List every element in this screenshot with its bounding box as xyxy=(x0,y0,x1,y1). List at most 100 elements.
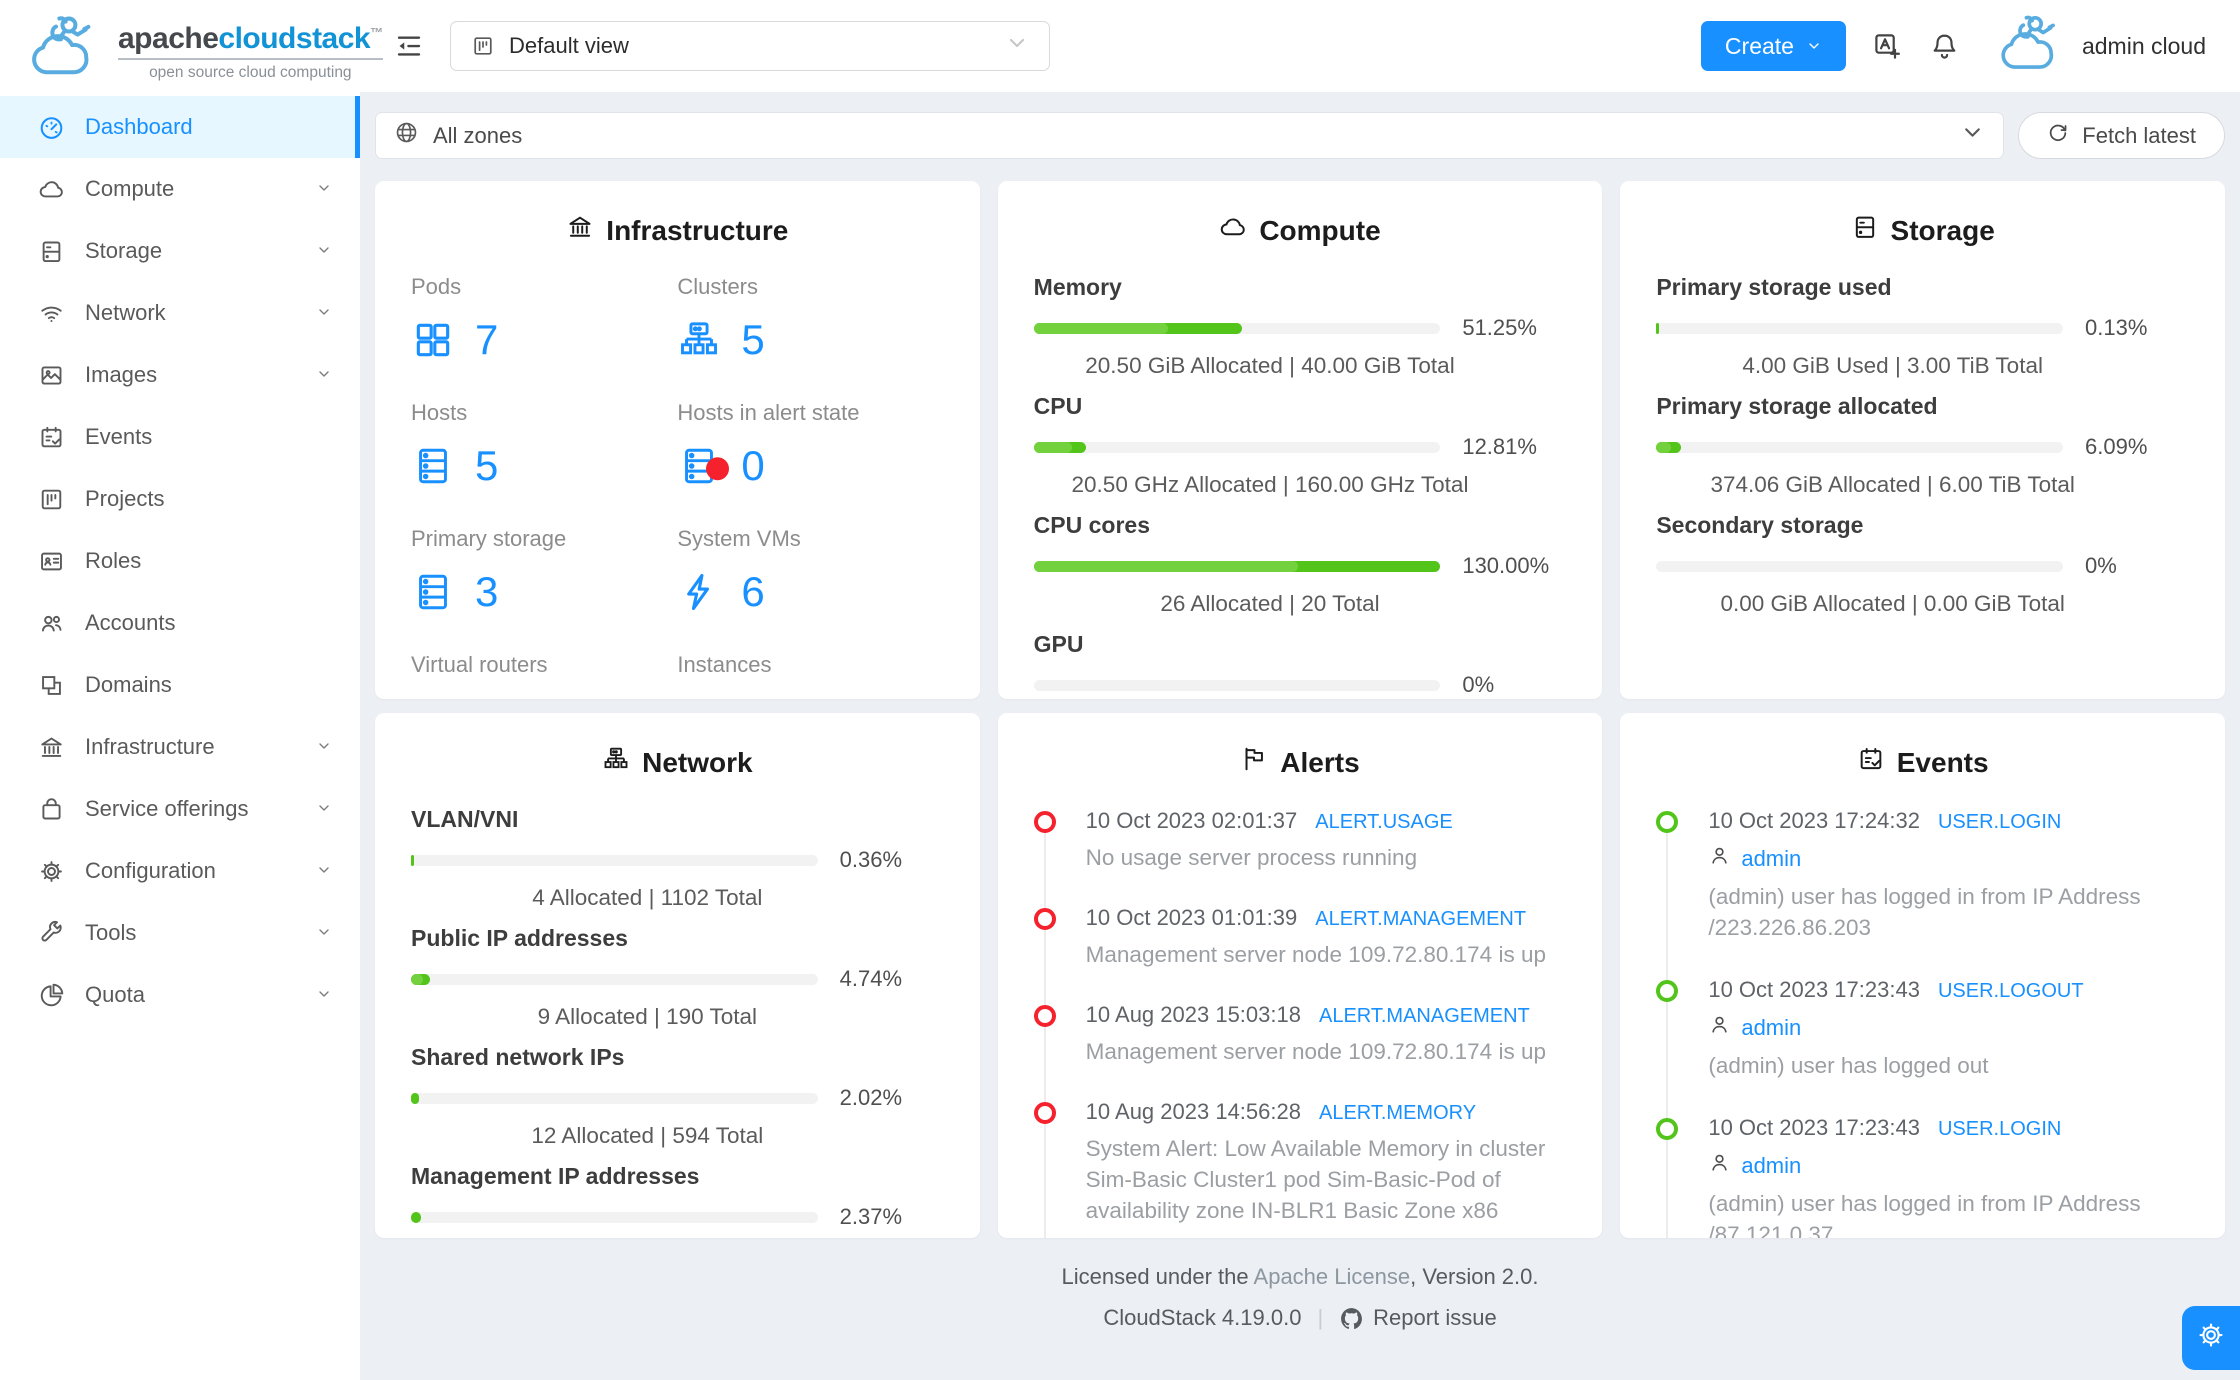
meter-secondary-storage: Secondary storage 0% 0.00 GiB Allocated … xyxy=(1656,512,2117,616)
progress-bar xyxy=(1033,560,1441,572)
event-type-link[interactable]: USER.LOGOUT xyxy=(1937,980,2084,1002)
dashboard-gauge-icon xyxy=(34,114,68,141)
card-title: Infrastructure xyxy=(606,214,789,246)
bell-icon[interactable] xyxy=(1929,31,1960,62)
network-card: Network VLAN/VNI 0.36% 4 Allocated | 110… xyxy=(375,713,980,1238)
meter-primary-used: Primary storage used 0.13% 4.00 GiB Used… xyxy=(1656,274,2148,378)
meter-public-ip: Public IP addresses 4.74% 9 Allocated | … xyxy=(411,925,903,1029)
event-item: 10 Oct 2023 17:24:32 USER.LOGIN admin (ad… xyxy=(1656,808,2189,943)
compute-card: Compute Memory 51.25% 20.50 GiB Allocate… xyxy=(997,181,1603,699)
sidebar-item-images[interactable]: Images xyxy=(0,344,360,406)
view-select[interactable]: Default view xyxy=(450,21,1050,71)
project-icon xyxy=(34,486,68,513)
picture-icon xyxy=(34,362,68,389)
stat-hosts-alert[interactable]: Hosts in alert state 0 xyxy=(677,400,860,489)
timeline-dot-icon xyxy=(1033,811,1056,833)
meter-gpu: GPU 0% 0 Allocated | 0 Total xyxy=(1033,631,1495,697)
version-label: CloudStack 4.19.0.0 xyxy=(1103,1305,1302,1330)
alert-type-link[interactable]: ALERT.MANAGEMENT xyxy=(1318,1005,1530,1027)
sidebar-item-events[interactable]: Events xyxy=(0,406,360,468)
brand-tagline: open source cloud computing xyxy=(149,63,352,81)
event-user-link[interactable]: admin xyxy=(1741,1152,1802,1178)
zone-select-value: All zones xyxy=(433,122,523,148)
infrastructure-card: Infrastructure Pods 7 Clusters 5 Hosts 5 xyxy=(375,181,980,699)
create-button[interactable]: Create xyxy=(1700,21,1846,71)
bank-icon xyxy=(566,213,594,248)
sidebar-item-tools[interactable]: Tools xyxy=(0,902,360,964)
event-user-link[interactable]: admin xyxy=(1741,845,1802,871)
sidebar-item-roles[interactable]: Roles xyxy=(0,530,360,592)
progress-bar xyxy=(1033,322,1441,334)
project-icon xyxy=(471,34,495,58)
hdd-icon xyxy=(1851,213,1879,248)
team-icon xyxy=(34,610,68,637)
event-type-link[interactable]: USER.LOGIN xyxy=(1937,811,2062,833)
sidebar-item-accounts[interactable]: Accounts xyxy=(0,592,360,654)
user-name: admin cloud xyxy=(2081,32,2206,59)
zone-toolbar: All zones Fetch latest xyxy=(375,112,2225,159)
meter-memory: Memory 51.25% 20.50 GiB Allocated | 40.0… xyxy=(1033,274,1537,378)
translate-icon[interactable] xyxy=(1872,31,1903,62)
stat-primary-storage[interactable]: Primary storage 3 xyxy=(411,526,567,615)
stat-system-vms[interactable]: System VMs 6 xyxy=(677,526,801,615)
timeline-dot-icon xyxy=(1033,1005,1056,1027)
timeline-dot-icon xyxy=(1033,908,1056,930)
stat-instances[interactable]: Instances 12 xyxy=(677,652,943,699)
storage-card: Storage Primary storage used 0.13% 4.00 … xyxy=(1620,181,2225,699)
chevron-down-icon xyxy=(316,920,332,946)
topbar: Default view Create admin cloud xyxy=(360,0,2240,92)
card-title: Network xyxy=(642,746,753,778)
card-title: Compute xyxy=(1259,214,1381,246)
card-title: Events xyxy=(1896,746,1989,778)
sidebar-item-projects[interactable]: Projects xyxy=(0,468,360,530)
events-card: Events 10 Oct 2023 17:24:32 USER.LOGIN ad… xyxy=(1620,713,2225,1238)
sidebar-item-storage[interactable]: Storage xyxy=(0,220,360,282)
alert-item: 10 Oct 2023 02:01:37 ALERT.USAGE No usage… xyxy=(1033,808,1567,873)
chevron-down-icon xyxy=(1960,120,1985,151)
sidebar-item-infrastructure[interactable]: Infrastructure xyxy=(0,716,360,778)
alert-type-link[interactable]: ALERT.MEMORY xyxy=(1318,1102,1477,1124)
sidebar-item-dashboard[interactable]: Dashboard xyxy=(0,96,360,158)
progress-bar xyxy=(411,1092,818,1104)
timeline-dot-icon xyxy=(1656,1118,1679,1140)
calendar-check-icon xyxy=(34,424,68,451)
zone-select[interactable]: All zones xyxy=(375,112,2005,159)
progress-bar xyxy=(411,1211,818,1223)
blocks-icon xyxy=(34,672,68,699)
brand-logo[interactable]: apachecloudstack™ open source cloud comp… xyxy=(0,0,383,96)
sidebar-item-network[interactable]: Network xyxy=(0,282,360,344)
sidebar-item-service-offerings[interactable]: Service offerings xyxy=(0,778,360,840)
person-icon xyxy=(1708,1013,1731,1042)
sidebar-item-domains[interactable]: Domains xyxy=(0,654,360,716)
event-type-link[interactable]: USER.LOGIN xyxy=(1937,1118,2062,1140)
alert-type-link[interactable]: ALERT.USAGE xyxy=(1315,811,1453,833)
cloudmonkey-mascot-icon xyxy=(14,9,106,89)
stat-clusters[interactable]: Clusters 5 xyxy=(677,274,765,363)
appstore-icon xyxy=(411,318,455,362)
sidebar-collapse-button[interactable] xyxy=(394,31,424,61)
stat-hosts[interactable]: Hosts 5 xyxy=(411,400,499,489)
progress-bar xyxy=(1033,441,1441,453)
chevron-down-icon xyxy=(316,238,332,264)
fetch-latest-button[interactable]: Fetch latest xyxy=(2018,112,2225,159)
alert-type-link[interactable]: ALERT.MANAGEMENT xyxy=(1315,908,1527,930)
cluster-icon xyxy=(602,745,630,780)
sidebar-item-configuration[interactable]: Configuration xyxy=(0,840,360,902)
server-icon xyxy=(411,570,455,614)
settings-fab-button[interactable] xyxy=(2182,1306,2240,1370)
alert-item: 10 Aug 2023 15:03:18 ALERT.MANAGEMENT Man… xyxy=(1033,1002,1567,1067)
sidebar-item-compute[interactable]: Compute xyxy=(0,158,360,220)
user-menu[interactable]: admin cloud xyxy=(1986,9,2206,83)
sidebar-item-quota[interactable]: Quota xyxy=(0,964,360,1026)
cloud-icon xyxy=(34,176,68,203)
progress-bar xyxy=(411,854,818,866)
flag-icon xyxy=(1240,745,1268,780)
stat-pods[interactable]: Pods 7 xyxy=(411,274,499,363)
report-issue-link[interactable]: Report issue xyxy=(1339,1305,1497,1331)
stat-virtual-routers[interactable]: Virtual routers 6 xyxy=(411,652,677,699)
cluster-icon xyxy=(677,318,721,362)
event-user-link[interactable]: admin xyxy=(1741,1014,1802,1040)
apache-license-link[interactable]: Apache License xyxy=(1253,1264,1411,1289)
card-title: Storage xyxy=(1890,214,1995,246)
